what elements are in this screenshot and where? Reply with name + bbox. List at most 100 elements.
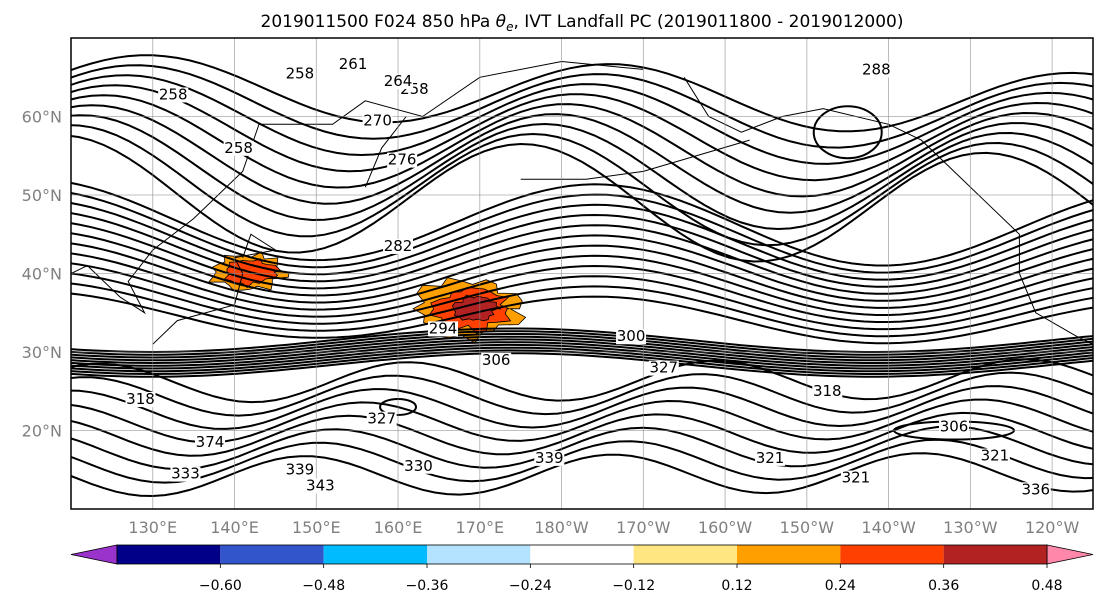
contour-label: 258: [159, 85, 188, 103]
contour-label-bg: [861, 62, 892, 78]
colorbar-tick-label: −0.60: [199, 578, 242, 594]
contour-label: 343: [306, 476, 335, 494]
theta-e-contour: [71, 282, 1093, 338]
contour-label: 318: [813, 382, 842, 400]
coastline-north-america: [683, 77, 1093, 345]
y-tick-label: 60°N: [22, 108, 62, 127]
y-tick-labels: 20°N 30°N 40°N 50°N 60°N: [22, 108, 62, 441]
colorbar-segment: [220, 545, 324, 564]
theta-e-contour: [71, 232, 1093, 302]
contour-label: 327: [367, 410, 396, 428]
colorbar: −0.60 −0.48 −0.36 −0.24 −0.12 0.12 0.24 0.36 0.4…: [70, 544, 1094, 594]
contour-label-bg: [534, 450, 565, 466]
contour-label-bg: [387, 152, 418, 168]
y-tick-label: 50°N: [22, 186, 62, 205]
contour-label-bg: [305, 478, 336, 494]
theta-e-contour: [71, 385, 1093, 430]
coastline-layer: [71, 60, 1093, 345]
contour-label-bg: [125, 392, 156, 408]
contour-label-bg: [284, 66, 315, 82]
contour-label: 333: [171, 465, 200, 483]
contour-label: 327: [649, 359, 678, 377]
theta-e-closed-contour: [812, 105, 883, 160]
theta-e-contour: [71, 349, 1093, 376]
theta-e-contour: [71, 64, 1093, 149]
contour-label-bg: [648, 360, 679, 376]
theta-e-contour: [71, 114, 1093, 231]
theta-e-contour: [71, 134, 1093, 263]
title-subscript: e: [506, 20, 513, 34]
theta-e-contour: [71, 327, 1093, 354]
contour-label-bg: [428, 321, 459, 337]
theta-e-contour: [71, 54, 1093, 133]
contour-label-bg: [939, 419, 970, 435]
x-tick-label: 140°W: [861, 518, 916, 537]
colorbar-segment: [530, 545, 634, 564]
x-tick-labels: 130°E 140°E 150°E 160°E 170°E 180°W 170°W 160°W…: [128, 518, 1079, 537]
title-suffix: , IVT Landfall PC (2019011800 - 20190120…: [513, 12, 903, 32]
coastline-aleutians: [520, 139, 750, 180]
theta-e-contour: [71, 333, 1093, 359]
colorbar-tick-label: −0.36: [406, 578, 449, 594]
theta-e-contour: [71, 124, 1093, 247]
theta-e-contour: [71, 262, 1093, 323]
contour-label: 330: [404, 457, 433, 475]
theta-e-contour: [71, 338, 1093, 365]
contour-label-bg: [812, 384, 843, 400]
contour-label-bg: [366, 411, 397, 427]
contour-label-bg: [383, 74, 414, 90]
chart-title: 2019011500 F024 850 hPa θe, IVT Landfall…: [261, 12, 904, 34]
theta-e-contour: [71, 292, 1093, 345]
theta-e-contour: [71, 222, 1093, 295]
contour-label-bg: [840, 470, 871, 486]
contour-label: 306: [940, 418, 969, 436]
colorbar-tick-label: −0.48: [302, 578, 345, 594]
colorbar-segment: [840, 545, 944, 564]
contour-label: 264: [384, 72, 413, 90]
x-tick-label: 170°W: [616, 518, 671, 537]
colorbar-outline: [116, 544, 1048, 565]
colorbar-tick-label: 0.24: [825, 578, 856, 594]
colorbar-segment: [117, 545, 221, 564]
theta-e-contour: [71, 335, 1093, 362]
x-tick-label: 170°E: [455, 518, 504, 537]
theta-e-contour: [71, 398, 1093, 444]
gridline-layer: [71, 38, 1093, 509]
contour-label-bg: [338, 56, 369, 72]
contour-label-bg: [223, 140, 254, 156]
contour-label-bg: [1020, 482, 1051, 498]
contour-label: 336: [1021, 480, 1050, 498]
contour-label-bg: [194, 435, 225, 451]
contour-label-bg: [170, 466, 201, 482]
x-tick-label: 140°E: [210, 518, 259, 537]
contour-label: 339: [535, 449, 564, 467]
colorbar-tick-label: −0.12: [612, 578, 655, 594]
contour-label-bg: [362, 113, 393, 129]
theta-e-contour: [71, 371, 1093, 417]
theta-e-contour: [71, 411, 1093, 457]
contour-label-bg: [481, 352, 512, 368]
contour-label: 258: [286, 64, 315, 82]
contour-label: 321: [981, 447, 1010, 465]
theta-e-contour: [71, 341, 1093, 367]
theta-e-contour: [71, 358, 1093, 404]
contour-label-bg: [616, 329, 647, 345]
contour-label-bg: [383, 238, 414, 254]
x-tick-label: 150°E: [292, 518, 341, 537]
x-tick-label: 160°E: [374, 518, 423, 537]
x-tick-label: 130°E: [128, 518, 177, 537]
contour-label: 270: [363, 111, 392, 129]
contour-label: 318: [126, 390, 155, 408]
theta-e-contour: [71, 346, 1093, 373]
contour-label: 282: [384, 237, 413, 255]
x-tick-label: 180°W: [534, 518, 589, 537]
coastline-asia: [71, 60, 644, 315]
theta-e-contour: [71, 425, 1093, 471]
contour-label: 306: [482, 351, 511, 369]
colorbar-segment: [633, 545, 737, 564]
theta-e-contour: [71, 212, 1093, 288]
colorbar-segment: [323, 545, 427, 564]
x-tick-label: 150°W: [780, 518, 835, 537]
